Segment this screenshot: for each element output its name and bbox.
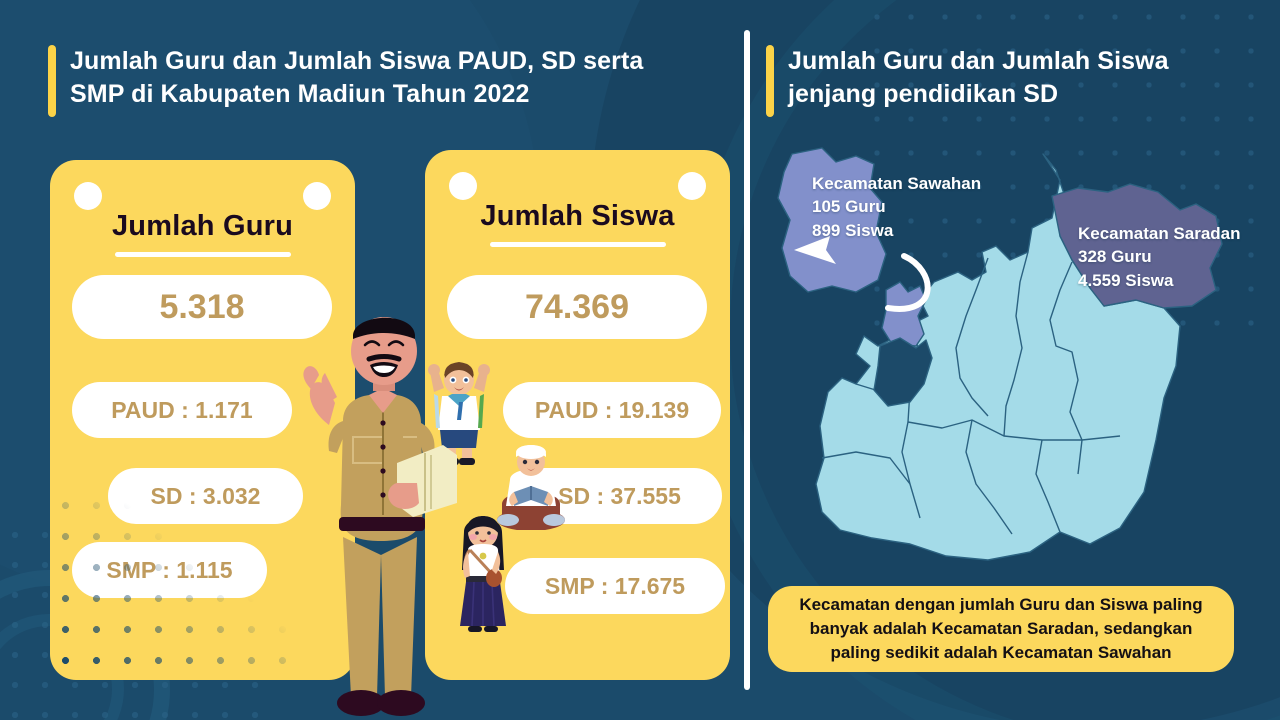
kabupaten-madiun-map[interactable] bbox=[760, 140, 1260, 580]
map-district-sawahan bbox=[777, 147, 887, 293]
student-paud-illustration bbox=[428, 362, 490, 465]
student-smp-illustration bbox=[460, 516, 506, 632]
teacher-illustration bbox=[303, 317, 457, 716]
map-label-saradan: Kecamatan Saradan 328 Guru 4.559 Siswa bbox=[1078, 224, 1241, 290]
right-panel-heading: Jumlah Guru dan Jumlah Siswa jenjang pen… bbox=[766, 45, 1236, 117]
card-guru-title: Jumlah Guru bbox=[111, 210, 294, 242]
card-guru-row-paud: PAUD : 1.171 bbox=[72, 382, 292, 438]
card-guru-row-sd: SD : 3.032 bbox=[108, 468, 303, 524]
summary-note-box: Kecamatan dengan jumlah Guru dan Siswa p… bbox=[768, 586, 1234, 672]
map-district-base bbox=[815, 153, 1181, 561]
student-sd-illustration bbox=[497, 445, 565, 530]
heading-accent-bar bbox=[48, 45, 56, 117]
map-district-dark bbox=[873, 337, 933, 407]
card-hole-left-icon bbox=[74, 182, 102, 210]
map-arrow-icon bbox=[885, 253, 931, 312]
map-arrow-head-icon bbox=[794, 236, 836, 264]
card-guru-row-smp: SMP : 1.115 bbox=[72, 542, 267, 598]
left-panel-title: Jumlah Guru dan Jumlah Siswa PAUD, SD se… bbox=[70, 47, 644, 108]
card-siswa-row-paud: PAUD : 19.139 bbox=[503, 382, 721, 438]
card-siswa-total-value: 74.369 bbox=[447, 275, 707, 339]
heading-accent-bar bbox=[766, 45, 774, 117]
card-hole-right-icon bbox=[303, 182, 331, 210]
panel-divider bbox=[744, 30, 750, 690]
left-panel-heading: Jumlah Guru dan Jumlah Siswa PAUD, SD se… bbox=[48, 45, 708, 117]
card-hole-right-icon bbox=[678, 172, 706, 200]
summary-note-text: Kecamatan dengan jumlah Guru dan Siswa p… bbox=[799, 594, 1203, 663]
card-hole-left-icon bbox=[449, 172, 477, 200]
right-panel-title: Jumlah Guru dan Jumlah Siswa jenjang pen… bbox=[788, 47, 1169, 108]
card-guru-underline bbox=[114, 252, 291, 257]
map-label-sawahan: Kecamatan Sawahan 105 Guru 899 Siswa bbox=[812, 174, 982, 240]
map-district-saradan bbox=[1051, 183, 1223, 309]
card-siswa-underline bbox=[489, 242, 666, 247]
card-siswa-row-smp: SMP : 17.675 bbox=[505, 558, 725, 614]
card-siswa-title: Jumlah Siswa bbox=[480, 200, 675, 232]
card-guru-total-value: 5.318 bbox=[72, 275, 332, 339]
map-district-sawahan-location bbox=[881, 281, 927, 347]
